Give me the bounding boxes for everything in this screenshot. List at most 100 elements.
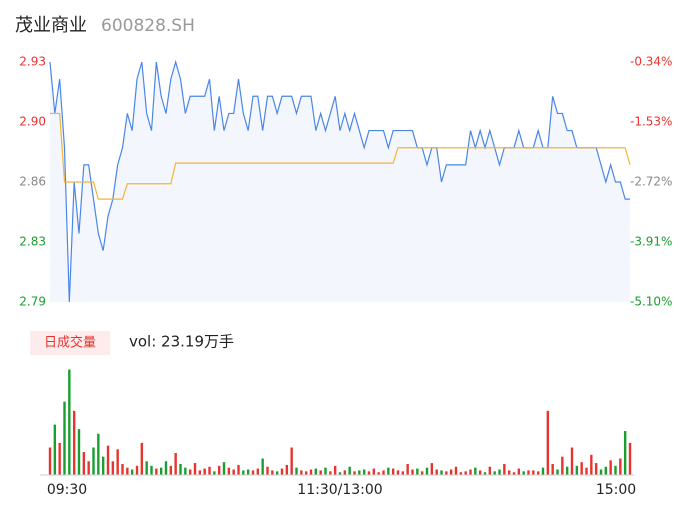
volume-bar — [420, 471, 424, 475]
volume-bar — [575, 465, 579, 475]
volume-bar — [140, 442, 144, 475]
x-tick-label: 09:30 — [47, 482, 87, 498]
volume-bar — [541, 467, 545, 475]
volume-bar — [536, 471, 540, 475]
volume-bar — [169, 465, 173, 475]
volume-bar — [333, 465, 337, 475]
volume-bar — [353, 471, 356, 475]
volume-bar — [517, 468, 521, 475]
volume-bar — [329, 471, 332, 475]
volume-bar — [203, 468, 206, 475]
volume-bar — [556, 469, 559, 475]
volume-bar — [87, 461, 90, 475]
volume-bar — [150, 465, 153, 475]
volume-bar — [324, 467, 327, 475]
volume-bar — [445, 471, 448, 475]
volume-bar — [512, 472, 516, 475]
volume-bar — [435, 469, 438, 475]
volume-bar — [425, 467, 429, 475]
volume-bar — [623, 431, 627, 475]
y2-tick-label: -1.53% — [630, 115, 672, 129]
volume-bar — [532, 470, 535, 475]
volume-bar — [237, 464, 240, 475]
volume-bar — [348, 466, 351, 475]
volume-bar — [585, 467, 588, 475]
volume-bar — [406, 464, 409, 475]
volume-bar — [179, 464, 182, 475]
volume-bar — [546, 410, 550, 475]
volume-bar — [256, 468, 260, 475]
volume-bar — [362, 469, 366, 475]
volume-bar — [106, 445, 110, 475]
volume-bar — [478, 470, 482, 475]
stock-name: 茂业商业 — [15, 15, 87, 36]
volume-bar — [590, 454, 593, 475]
volume-bar — [619, 458, 622, 475]
volume-bar — [483, 472, 487, 475]
volume-bar — [121, 464, 124, 475]
y-tick-label: 2.90 — [19, 115, 46, 129]
volume-bar — [314, 468, 318, 475]
volume-bar — [367, 471, 371, 475]
volume-bar — [188, 469, 192, 475]
volume-badge: 日成交量 — [44, 335, 96, 351]
volume-bar — [570, 447, 574, 475]
volume-bar — [488, 466, 492, 475]
volume-bar — [599, 469, 603, 475]
volume-bar — [164, 461, 168, 475]
volume-bar — [377, 472, 380, 475]
y2-tick-label: -5.10% — [630, 295, 672, 309]
volume-bar — [382, 470, 385, 475]
volume-bar — [469, 469, 472, 475]
volume-bar — [498, 469, 501, 475]
volume-bar — [116, 449, 119, 475]
volume-bar — [522, 471, 525, 475]
volume-bar — [372, 468, 376, 475]
volume-bar — [527, 470, 530, 475]
volume-bar — [474, 467, 477, 475]
volume-bar — [135, 465, 139, 475]
volume-bar — [604, 466, 608, 475]
x-tick-label: 11:30/13:00 — [297, 482, 382, 498]
volume-bar — [217, 465, 221, 475]
price-area — [50, 62, 630, 302]
volume-bar — [53, 424, 57, 475]
volume-bar — [594, 463, 598, 475]
volume-bar — [58, 442, 61, 475]
volume-bar — [145, 461, 148, 475]
volume-bar — [387, 467, 390, 475]
volume-bar — [68, 369, 71, 475]
volume-bar — [565, 466, 569, 475]
y-tick-label: 2.86 — [19, 175, 46, 189]
volume-bar — [101, 456, 105, 475]
volume-bar — [430, 463, 434, 475]
volume-bar — [159, 467, 163, 475]
volume-bar — [266, 466, 269, 475]
volume-bar — [285, 464, 289, 475]
volume-bar — [358, 470, 361, 475]
volume-bar — [280, 468, 284, 475]
volume-bar — [411, 469, 414, 475]
volume-bar — [295, 467, 298, 475]
volume-bar — [507, 470, 511, 475]
volume-bar — [208, 466, 211, 475]
volume-bar — [319, 470, 322, 475]
volume-bar — [454, 466, 458, 475]
volume-bar — [242, 470, 245, 475]
stock-code: 600828.SH — [101, 16, 195, 36]
volume-bar — [97, 433, 100, 475]
volume-bar — [72, 410, 76, 475]
badge-bg — [30, 331, 110, 355]
volume-bar — [449, 469, 453, 475]
volume-bar — [391, 468, 395, 475]
volume-bar — [628, 442, 632, 475]
volume-bar — [261, 458, 264, 475]
volume-bar — [614, 465, 617, 475]
volume-bar — [290, 447, 293, 475]
volume-bar — [275, 471, 279, 475]
volume-bar — [126, 467, 129, 475]
volume-bar — [271, 470, 274, 475]
volume-bar — [300, 470, 303, 475]
volume-bar — [503, 464, 506, 475]
y2-tick-label: -0.34% — [630, 55, 672, 69]
